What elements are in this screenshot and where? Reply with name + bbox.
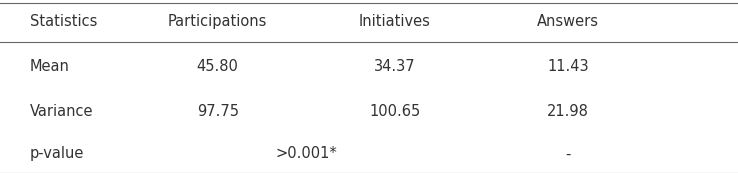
Text: Participations: Participations (168, 14, 267, 29)
Text: 100.65: 100.65 (369, 104, 421, 119)
Text: -: - (565, 147, 571, 161)
Text: 45.80: 45.80 (197, 59, 238, 74)
Text: Statistics: Statistics (30, 14, 97, 29)
Text: 34.37: 34.37 (374, 59, 415, 74)
Text: p-value: p-value (30, 147, 84, 161)
Text: Initiatives: Initiatives (359, 14, 431, 29)
Text: Variance: Variance (30, 104, 93, 119)
Text: Mean: Mean (30, 59, 69, 74)
Text: 21.98: 21.98 (548, 104, 589, 119)
Text: 11.43: 11.43 (548, 59, 589, 74)
Text: >0.001*: >0.001* (275, 147, 337, 161)
Text: 97.75: 97.75 (197, 104, 238, 119)
Text: Answers: Answers (537, 14, 599, 29)
